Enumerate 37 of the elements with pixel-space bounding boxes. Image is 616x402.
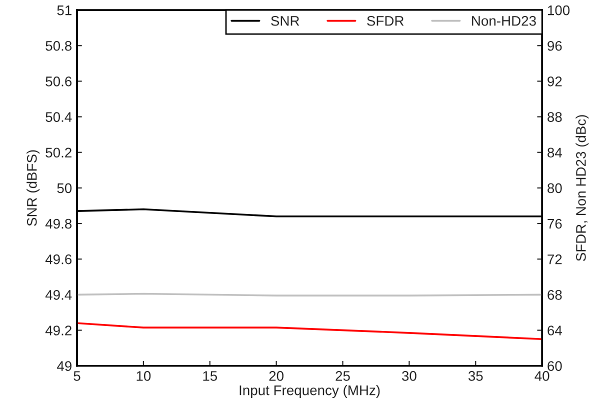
y2-tick-label: 100: [548, 5, 570, 16]
y-axis-title: SNR (dBFS): [26, 150, 40, 226]
y2-tick-label: 84: [548, 148, 562, 158]
y-tick-label: 50.8: [46, 40, 72, 51]
legend-label: SFDR: [367, 16, 404, 26]
y-tick-label: 50: [57, 183, 72, 194]
y2-tick-label: 88: [548, 112, 562, 122]
x-tick-label: 25: [336, 371, 350, 381]
x-tick-label: 40: [534, 371, 550, 381]
y-tick-label: 49.6: [45, 254, 72, 264]
x-axis-title: Input Frequency (MHz): [240, 385, 380, 398]
y2-tick-label: 68: [548, 290, 562, 300]
x-tick-label: 35: [468, 371, 483, 381]
y-tick-label: 49: [57, 361, 72, 371]
x-tick-label: 10: [136, 371, 151, 381]
y2-tick-label: 92: [548, 76, 562, 86]
y-tick-label: 49.4: [45, 290, 72, 300]
legend-label: Non-HD23: [472, 16, 536, 26]
y2-tick-label: 80: [548, 183, 562, 194]
y-tick-label: 50.2: [46, 148, 72, 158]
y2-tick-label: 76: [548, 218, 562, 229]
y-tick-label: 49.8: [45, 218, 72, 229]
x-tick-label: 20: [269, 371, 284, 381]
y-tick-label: 50.6: [46, 76, 72, 86]
x-tick-label: 5: [74, 371, 80, 381]
legend-label: SNR: [271, 16, 300, 26]
y-tick-label: 50.4: [46, 112, 72, 122]
y2-tick-label: 64: [548, 326, 562, 336]
y2-axis-title: SFDR, Non HD23 (dBc): [576, 115, 589, 262]
x-tick-label: 15: [203, 371, 218, 381]
y2-tick-label: 60: [548, 361, 562, 371]
y2-tick-label: 72: [548, 254, 562, 264]
x-tick-label: 30: [402, 371, 416, 381]
y-tick-label: 51: [57, 6, 72, 16]
line-series: [77, 322, 542, 340]
y2-tick-label: 96: [548, 40, 562, 51]
y-tick-label: 49.2: [45, 326, 72, 336]
